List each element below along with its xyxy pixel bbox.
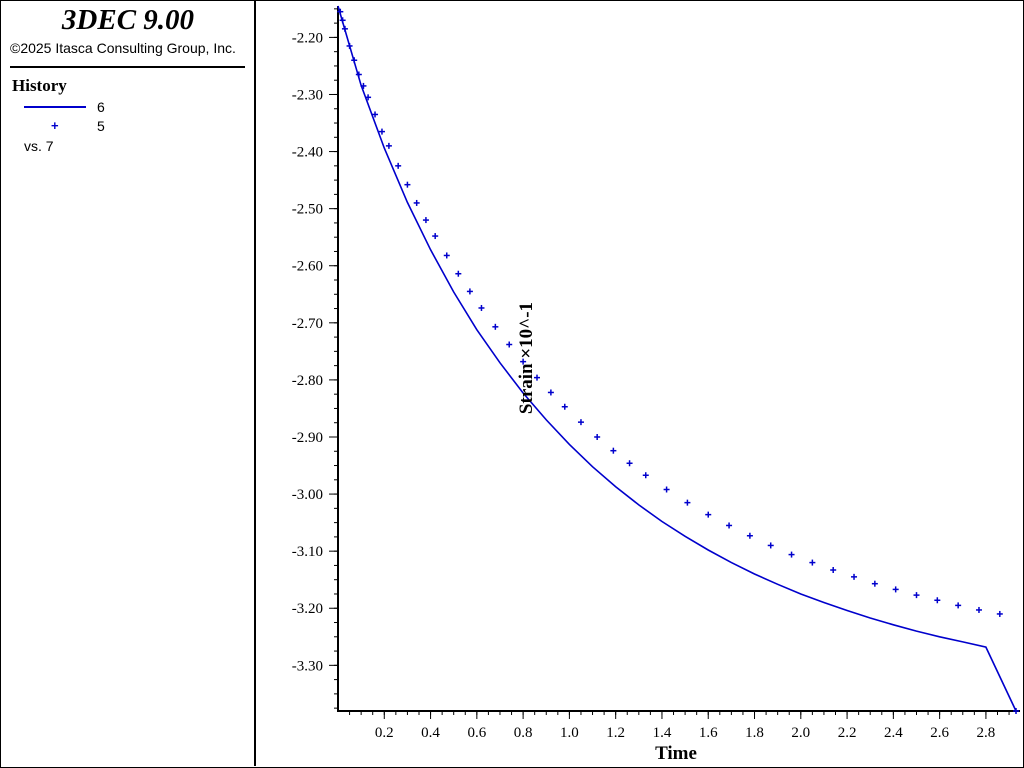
data-point-5	[443, 252, 450, 259]
data-point-5	[892, 586, 899, 593]
legend-vs-label: vs. 7	[24, 138, 54, 154]
y-tick-label: -3.00	[292, 487, 323, 503]
data-point-5	[610, 447, 617, 454]
series-line-6	[337, 5, 1017, 712]
data-point-5	[955, 602, 962, 609]
data-point-5	[378, 128, 385, 135]
data-point-5	[360, 82, 367, 89]
data-point-5	[547, 389, 554, 396]
history-chart: 0.2 0.4 0.6 0.8 1.0 1.2 1.4 1.6 1.8 2.0 2.2 2.4 2.6 2…	[292, 5, 1020, 764]
x-tick-label: 2.6	[930, 725, 949, 741]
x-tick-label: 0.2	[375, 725, 394, 741]
cross-marker-icon: +	[51, 118, 59, 133]
data-point-5	[561, 403, 568, 410]
data-point-5	[1013, 708, 1019, 714]
legend-line-swatch	[24, 106, 86, 108]
x-tick-label: 1.2	[606, 725, 625, 741]
y-tick-label: -3.20	[292, 601, 323, 617]
data-point-5	[934, 597, 941, 604]
data-point-5	[520, 358, 527, 365]
data-point-5	[996, 610, 1003, 617]
data-point-5	[404, 181, 411, 188]
y-tick-label: -2.30	[292, 87, 323, 103]
data-point-5	[809, 559, 816, 566]
x-tick-label: 0.8	[514, 725, 533, 741]
x-axis-label: Time	[655, 743, 697, 764]
data-point-5	[726, 522, 733, 529]
data-point-5	[337, 8, 344, 15]
copyright-text: ©2025 Itasca Consulting Group, Inc.	[10, 40, 236, 56]
x-tick-label: 2.8	[977, 725, 996, 741]
data-point-5	[871, 580, 878, 587]
data-point-5	[395, 162, 402, 169]
data-point-5	[975, 606, 982, 613]
x-tick-label: 1.4	[653, 725, 672, 741]
legend-title: History	[12, 76, 67, 95]
x-tick-label: 2.0	[791, 725, 810, 741]
data-point-5	[830, 567, 837, 573]
y-tick-label: -2.20	[292, 30, 323, 46]
data-point-5	[851, 573, 858, 580]
data-point-5	[642, 472, 649, 479]
y-tick-label: -3.10	[292, 544, 323, 560]
y-tick-label: -2.90	[292, 430, 323, 446]
x-tick-label: 0.6	[467, 725, 486, 741]
data-point-5	[339, 17, 346, 24]
data-point-5	[478, 304, 485, 311]
data-point-5	[746, 532, 753, 539]
data-point-5	[577, 419, 584, 426]
data-point-5	[432, 233, 439, 240]
data-point-5	[355, 71, 362, 78]
data-point-5	[913, 592, 920, 599]
data-point-5	[506, 341, 513, 348]
x-tick-label: 1.6	[699, 725, 718, 741]
data-point-5	[455, 270, 462, 277]
x-tick-label: 1.8	[745, 725, 764, 741]
y-axis-label: Strain ×10^-1	[516, 302, 537, 414]
data-point-5	[341, 25, 348, 32]
y-tick-label: -3.30	[292, 658, 323, 674]
y-tick-label: -2.80	[292, 373, 323, 389]
y-tick-label: -2.50	[292, 202, 323, 218]
data-point-5	[413, 199, 420, 206]
x-tick-label: 1.0	[560, 725, 579, 741]
x-tick-label: 2.4	[884, 725, 903, 741]
data-point-5	[372, 111, 379, 118]
legend-item-label: 5	[97, 118, 105, 134]
title-divider	[10, 66, 245, 68]
data-point-5	[534, 374, 541, 381]
data-point-5	[663, 486, 670, 493]
data-point-5	[492, 323, 499, 330]
data-point-5	[346, 42, 353, 49]
legend-item-label: 6	[97, 99, 105, 115]
data-point-5	[351, 57, 358, 64]
data-point-5	[788, 551, 795, 558]
sidebar-panel: 3DEC 9.00 ©2025 Itasca Consulting Group,…	[0, 0, 256, 766]
chart-ticks: 0.2 0.4 0.6 0.8 1.0 1.2 1.4 1.6 1.8 2.0 2.2 2.4 2.6 2…	[292, 8, 1010, 741]
data-point-5	[626, 460, 633, 467]
data-point-5	[422, 217, 429, 224]
chart-axes	[337, 6, 1020, 712]
y-tick-label: -2.60	[292, 259, 323, 275]
chart-series	[337, 5, 1019, 714]
data-point-5	[466, 288, 473, 295]
data-point-5	[684, 499, 691, 506]
x-tick-label: 2.2	[838, 725, 857, 741]
app-title: 3DEC 9.00	[61, 4, 195, 36]
data-point-5	[767, 542, 774, 549]
data-point-5	[365, 94, 372, 101]
y-tick-label: -2.40	[292, 145, 323, 161]
data-point-5	[385, 142, 392, 149]
y-tick-label: -2.70	[292, 316, 323, 332]
data-point-5	[594, 433, 601, 440]
x-tick-label: 0.4	[421, 725, 440, 741]
data-point-5	[705, 511, 712, 518]
